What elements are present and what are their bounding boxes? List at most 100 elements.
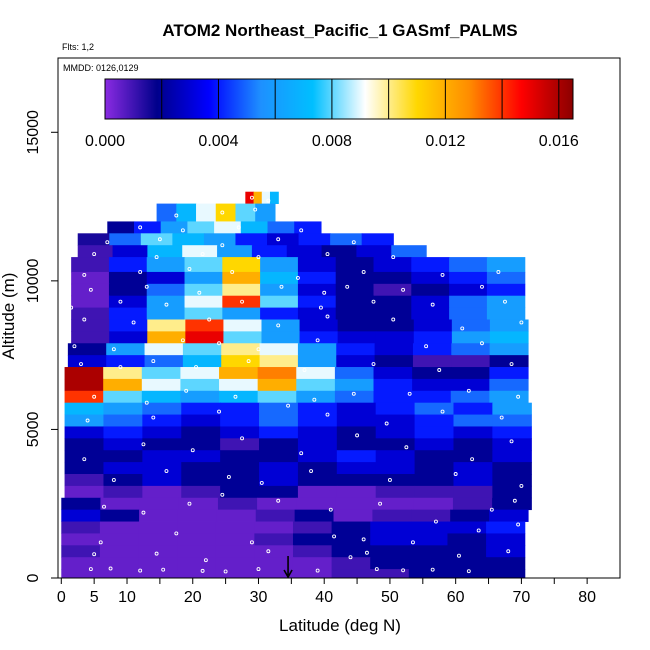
sample-point [387,477,392,482]
sample-point [325,412,330,417]
heatmap-cell [259,485,299,499]
heatmap-cell [112,245,148,258]
sample-point [174,213,179,218]
heatmap-cell [356,245,392,258]
heatmap-cell [220,450,260,463]
heatmap-cell [373,307,412,320]
heatmap-cell [492,474,532,487]
y-axis-label: Altitude (m) [0,273,18,360]
sample-point [164,469,169,473]
heatmap-cell [292,545,333,558]
heatmap-cell [71,283,110,297]
heatmap-cell [372,509,412,522]
heatmap-cell [296,378,336,392]
heatmap-cell [255,203,276,222]
heatmap-cell [373,390,413,404]
heatmap-cell [215,521,255,534]
sample-point [499,415,504,420]
heatmap-cell [142,462,182,475]
heatmap-cell [361,233,394,246]
sample-point [233,394,238,399]
sample-point [180,228,185,233]
sample-point [197,290,202,295]
arrow-head [283,569,293,579]
sample-point [180,338,185,343]
heatmap-cell [109,233,142,246]
heatmap-cell [486,307,526,320]
heatmap-cell [297,462,338,475]
sample-point [457,553,461,558]
sample-point [200,252,205,257]
sample-point [82,317,87,322]
x-tick-label: 50 [381,589,399,606]
heatmap-cell [298,233,331,246]
heatmap-cell [297,450,338,463]
heatmap-cell [103,426,143,439]
heatmap-cell [215,545,255,558]
heatmap-cell [106,355,146,368]
colorbar-tick-label: 0.008 [312,133,352,150]
heatmap-cell [67,355,107,368]
heatmap-cell [261,319,301,332]
heatmap-cell [375,485,416,499]
heatmap-cell [450,509,490,522]
heatmap-cell [334,367,375,380]
sample-point [256,347,261,352]
sample-points [69,195,524,574]
heatmap-cell [412,367,452,380]
colorbar-dividers [161,79,560,119]
heatmap-cell [215,533,255,546]
heatmap-cell [294,221,322,234]
heatmap-cell [177,545,217,558]
sample-point [302,368,307,372]
sample-point [371,299,376,304]
heatmap-cell [220,426,260,439]
y-axis: 0 5000 10000 15000 [25,110,58,582]
sample-point [174,531,179,536]
sample-point [92,552,97,557]
heatmap-cell [336,450,377,463]
heatmap-cell [184,307,223,320]
heatmap-cell [297,295,337,308]
sample-point [141,510,146,515]
heatmap-cell [64,438,105,451]
heatmap-cell [331,569,371,579]
heatmap-cell [141,378,182,392]
sample-point [190,448,195,453]
sample-point [79,362,83,367]
heatmap-cell [177,521,217,534]
heatmap-cell [375,474,416,487]
heatmap-cell [144,343,184,356]
heatmap-cell [414,402,455,415]
heatmap-cell [451,355,491,368]
heatmap-cell [335,497,376,511]
sample-point [92,394,97,399]
heatmap-cell [370,533,410,546]
heatmap-cell [220,402,260,415]
heatmap-cell [214,221,242,234]
heatmap-cell [370,569,410,579]
heatmap-cell [267,233,300,246]
heatmap-cell [260,257,299,273]
sample-point [309,469,314,473]
heatmap-cell [297,438,338,451]
heatmap-cell [492,438,532,451]
heatmap-cell [451,319,491,332]
sample-point [131,320,136,325]
heatmap-cell [196,203,217,222]
heatmap-cell [181,438,221,451]
heatmap-cell [144,355,184,368]
sample-point [157,237,162,242]
heatmap-cell [337,331,377,344]
heatmap-cell [450,367,490,380]
sample-point [249,195,254,200]
heatmap-cell [184,295,223,308]
heatmap-cell [71,319,110,332]
heatmap-cell [257,390,297,404]
heatmap-cell [297,474,338,487]
heatmap-cell [451,331,491,344]
heatmap-cell [64,390,104,404]
sample-point [434,519,438,524]
heatmap-cell [412,378,452,392]
heatmap-cell [294,509,335,522]
